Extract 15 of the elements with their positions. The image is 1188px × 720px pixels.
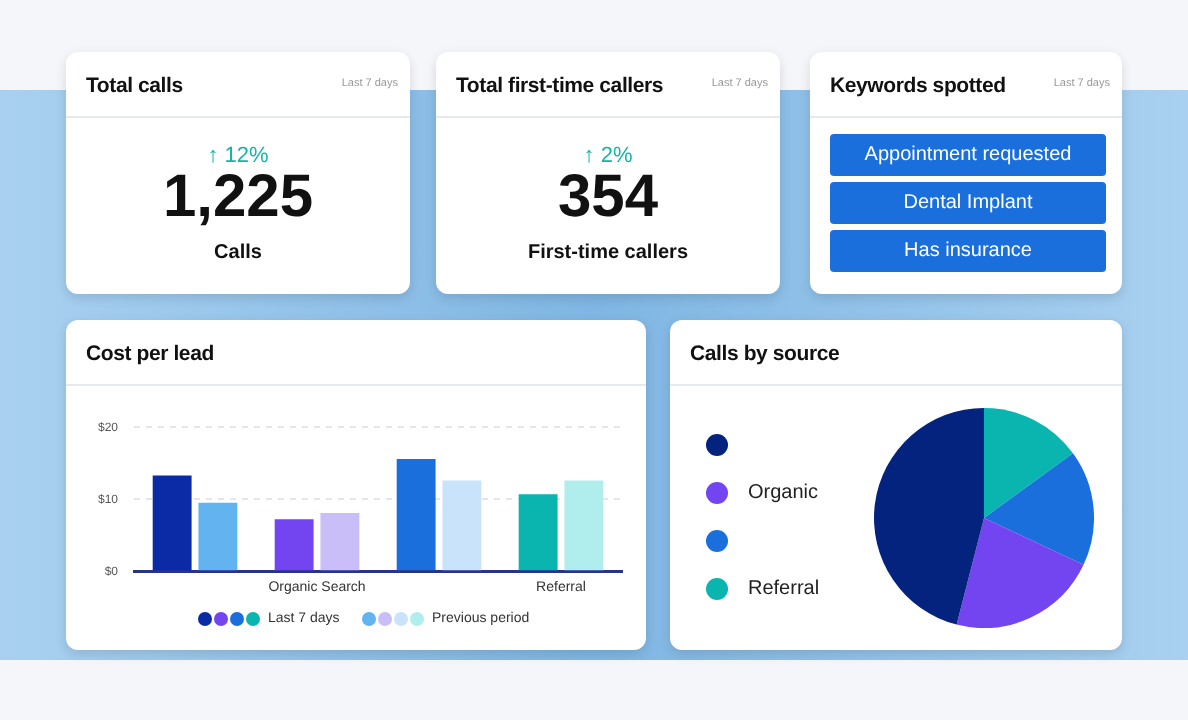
text: 354 (555, 164, 661, 232)
text: Keywords spotted (830, 74, 1006, 98)
text: Has insurance (830, 230, 1106, 272)
text: Total first-time callers (456, 74, 664, 98)
text: Appointment requested (830, 134, 1106, 176)
text: 1,225 (160, 164, 316, 232)
text: First-time callers (525, 242, 691, 264)
text: Dental Implant (830, 182, 1106, 224)
legend-label: Organic (748, 482, 819, 504)
text: ↑ 2% (581, 144, 635, 168)
text: Calls (212, 242, 264, 264)
text: Total calls (86, 74, 183, 98)
text: ↑ 12% (205, 144, 271, 168)
chart-title: Calls by source (690, 342, 840, 366)
chart-title: Cost per lead (86, 342, 214, 366)
